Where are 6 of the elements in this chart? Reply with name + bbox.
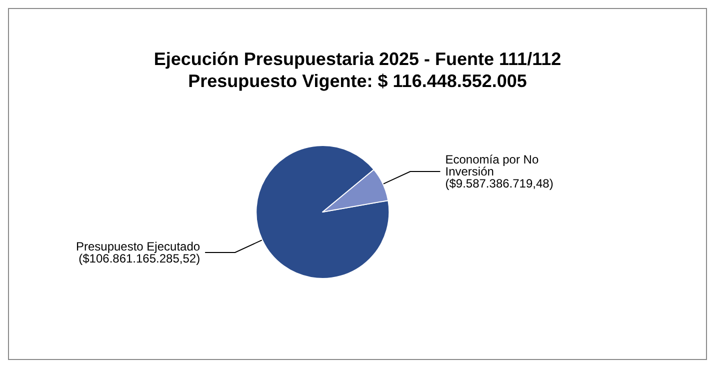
slice-label: Economía por No Inversión [445,152,542,178]
chart-title: Ejecución Presupuestaria 2025 - Fuente 111/112 [154,49,562,69]
slice-label: Presupuesto Ejecutado [76,240,200,254]
chart-subtitle: Presupuesto Vigente: $ 116.448.552.005 [188,71,527,91]
data-label: ($106.861.165.285,52) [78,252,200,266]
data-label: ($9.587.386.719,48) [445,176,554,190]
